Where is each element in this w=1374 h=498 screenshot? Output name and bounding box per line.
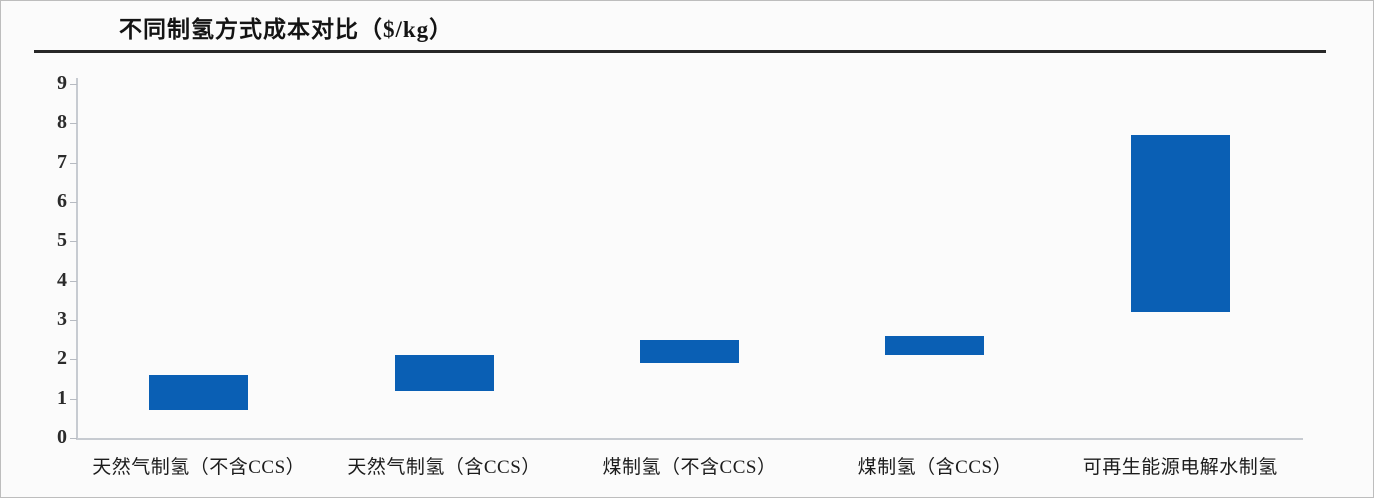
y-tick-mark — [70, 162, 77, 164]
y-tick-label-6: 6 — [57, 190, 67, 213]
y-tick-mark — [70, 438, 77, 439]
y-tick-mark — [70, 202, 77, 203]
y-tick-label-0: 0 — [57, 426, 67, 449]
range-bar-4 — [885, 335, 985, 356]
range-bar-5 — [1130, 135, 1230, 313]
y-tick-label-4: 4 — [57, 268, 67, 291]
y-tick-label-1: 1 — [57, 386, 67, 409]
y-tick-label-3: 3 — [57, 308, 67, 331]
y-tick-label-9: 9 — [57, 72, 67, 95]
y-tick-label-8: 8 — [57, 111, 67, 134]
x-axis-label-3: 煤制氢（不含CCS） — [602, 457, 777, 478]
chart-title: 不同制氢方式成本对比（$/kg） — [119, 17, 454, 42]
y-tick-mark — [70, 241, 77, 243]
y-tick-mark — [70, 123, 77, 125]
y-tick-mark — [70, 359, 77, 361]
y-tick-mark — [70, 84, 77, 85]
x-axis-label-1: 天然气制氢（不含CCS） — [92, 457, 306, 478]
y-tick-mark — [70, 398, 77, 400]
y-tick-mark — [70, 280, 77, 282]
y-tick-label-5: 5 — [57, 229, 67, 252]
x-axis-label-5: 可再生能源电解水制氢 — [1082, 457, 1278, 478]
y-tick-label-7: 7 — [57, 150, 67, 173]
x-axis-label-2: 天然气制氢（含CCS） — [347, 457, 541, 478]
range-bar-3 — [640, 339, 739, 364]
y-tick-mark — [70, 320, 77, 321]
range-bar-2 — [394, 355, 494, 391]
y-axis-line — [76, 78, 78, 439]
x-axis-line — [76, 438, 1303, 440]
range-bar-1 — [149, 375, 249, 411]
title-underline — [34, 50, 1326, 53]
y-tick-label-2: 2 — [57, 347, 67, 370]
x-axis-label-4: 煤制氢（含CCS） — [857, 457, 1013, 478]
